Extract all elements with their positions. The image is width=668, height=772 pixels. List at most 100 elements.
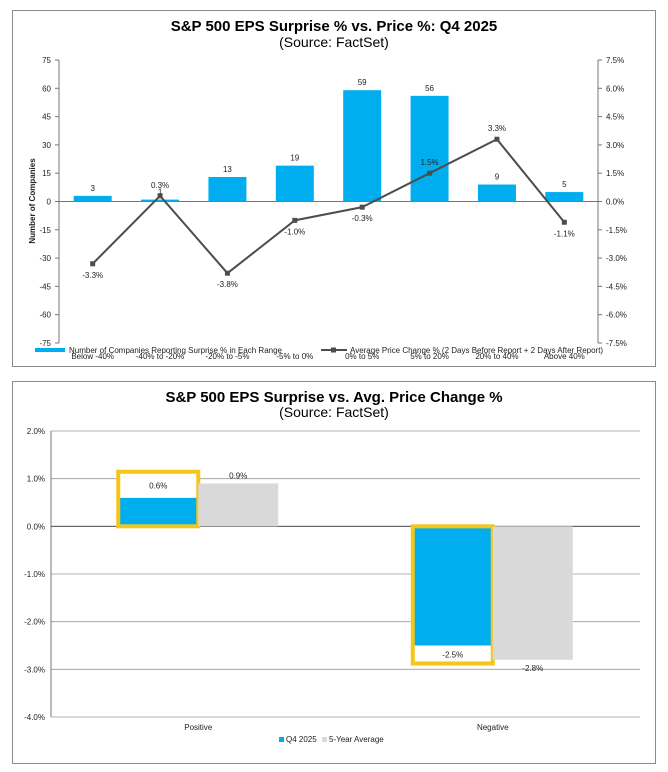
axes: 75604530150-15-30-45-60-757.5%6.0%4.5%3.… <box>39 56 626 348</box>
bar-value-label: 13 <box>223 165 232 174</box>
highlight-label-bg <box>412 645 493 664</box>
y-tick-label: -1.0% <box>24 570 45 579</box>
line-series <box>90 136 567 276</box>
bar <box>545 192 584 202</box>
highlight-label-bg <box>118 471 199 498</box>
y2-tick-label: 1.5% <box>606 169 624 178</box>
y-tick-label: -15 <box>39 226 51 235</box>
category-label: 20% to 40% <box>475 352 518 361</box>
line-value-label: -1.1% <box>554 229 575 238</box>
bar-value-label: 5 <box>562 180 567 189</box>
y-tick-label: -4.0% <box>24 713 45 722</box>
legend-label-5yr: 5-Year Average <box>329 735 384 744</box>
line-value-label: -3.8% <box>217 280 238 289</box>
legend-swatch-bars <box>35 348 65 352</box>
bar <box>208 176 247 202</box>
bar <box>73 195 112 202</box>
legend-label-bars: Number of Companies Reporting Surprise %… <box>69 346 283 355</box>
bar-value-label: 19 <box>290 154 299 163</box>
chart-panel-eps-surprise-range: S&P 500 EPS Surprise % vs. Price %: Q4 2… <box>12 10 656 367</box>
category-labels: Below -40% -40% to -20% -20% to -5% -5% to … <box>71 352 584 361</box>
y-tick-label: -60 <box>39 311 51 320</box>
bar <box>198 483 279 527</box>
bar-value-label: 0.6% <box>149 482 167 491</box>
y-tick-label: 0 <box>47 198 52 207</box>
chart-svg: S&P 500 EPS Surprise vs. Avg. Price Chan… <box>24 389 640 744</box>
line-marker <box>90 261 96 267</box>
legend: Q4 2025 5-Year Average <box>279 735 384 744</box>
category-label: 5% to 20% <box>410 352 449 361</box>
chart-title: S&P 500 EPS Surprise % vs. Price %: Q4 2… <box>171 18 498 35</box>
bar-value-label: 59 <box>358 78 367 87</box>
y-tick-label: 2.0% <box>27 427 45 436</box>
line-value-label: -1.0% <box>284 227 305 236</box>
y2-tick-label: 0.0% <box>606 198 624 207</box>
bar-value-label: -2.8% <box>522 664 543 673</box>
y-tick-label: -30 <box>39 254 51 263</box>
line-value-label: -0.3% <box>352 214 373 223</box>
y-tick-label: 75 <box>42 56 51 65</box>
y2-tick-label: -6.0% <box>606 311 627 320</box>
y-tick-label: 15 <box>42 169 51 178</box>
y-tick-label: -75 <box>39 339 51 348</box>
bar <box>343 90 382 202</box>
bar <box>412 526 493 646</box>
y2-tick-label: -3.0% <box>606 254 627 263</box>
y2-tick-label: -4.5% <box>606 282 627 291</box>
category-label: Above 40% <box>544 352 585 361</box>
legend-swatch-q4 <box>279 737 284 742</box>
category-label: -40% to -20% <box>136 352 184 361</box>
y-tick-label: -45 <box>39 282 51 291</box>
bar <box>410 95 449 202</box>
bar-value-label: 3 <box>90 184 95 193</box>
bar <box>275 165 314 202</box>
y-axis-label: Number of Companies <box>28 158 37 244</box>
y-tick-label: 30 <box>42 141 51 150</box>
y2-tick-label: 3.0% <box>606 141 624 150</box>
line-marker <box>561 219 567 225</box>
category-label: Below -40% <box>71 352 114 361</box>
y-tick-label: 45 <box>42 113 51 122</box>
legend-swatch-5yr <box>322 737 327 742</box>
line-value-label: 3.3% <box>488 124 506 133</box>
line-marker <box>427 170 433 176</box>
category-label: 0% to 5% <box>345 352 379 361</box>
y-tick-label: -2.0% <box>24 618 45 627</box>
legend-label-line: Average Price Change % (2 Days Before Re… <box>350 346 603 355</box>
chart-subtitle: (Source: FactSet) <box>279 34 389 50</box>
category-labels: Positive Negative <box>184 723 509 732</box>
data-labels: 3 1 13 19 59 56 9 5 -3.3% 0.3% -3.8% -1.0% -0.3% 1.5%… <box>82 78 575 289</box>
line-marker <box>494 136 500 142</box>
line-value-label: -3.3% <box>82 271 103 280</box>
bar <box>141 199 180 202</box>
y2-tick-label: 6.0% <box>606 84 624 93</box>
bar-value-label: 1 <box>158 188 163 197</box>
line-marker <box>292 217 298 223</box>
y-tick-label: 1.0% <box>27 475 45 484</box>
chart-svg: S&P 500 EPS Surprise % vs. Price %: Q4 2… <box>28 18 627 361</box>
chart-title: S&P 500 EPS Surprise vs. Avg. Price Chan… <box>165 389 502 406</box>
y2-tick-label: 4.5% <box>606 113 624 122</box>
bar <box>477 184 516 202</box>
line-marker <box>224 270 230 276</box>
chart-subtitle: (Source: FactSet) <box>279 404 389 420</box>
line-value-label: 0.3% <box>151 181 169 190</box>
category-label: Positive <box>184 723 213 732</box>
category-label: Negative <box>477 723 509 732</box>
bar-value-label: 9 <box>495 173 500 182</box>
y2-tick-label: 7.5% <box>606 56 624 65</box>
bar-value-label: -2.5% <box>442 651 463 660</box>
category-label: -5% to 0% <box>276 352 313 361</box>
bar-value-label: 0.9% <box>229 471 247 480</box>
y-tick-label: -3.0% <box>24 665 45 674</box>
y2-tick-label: -7.5% <box>606 339 627 348</box>
legend-marker-line <box>331 347 336 353</box>
line-marker <box>359 204 365 210</box>
price-change-line <box>91 137 566 275</box>
line-value-label: 1.5% <box>420 158 438 167</box>
bar <box>118 497 199 527</box>
y-tick-label: 0.0% <box>27 522 45 531</box>
category-label: -20% to -5% <box>205 352 249 361</box>
line-marker <box>157 193 163 199</box>
bar-series <box>73 90 584 202</box>
